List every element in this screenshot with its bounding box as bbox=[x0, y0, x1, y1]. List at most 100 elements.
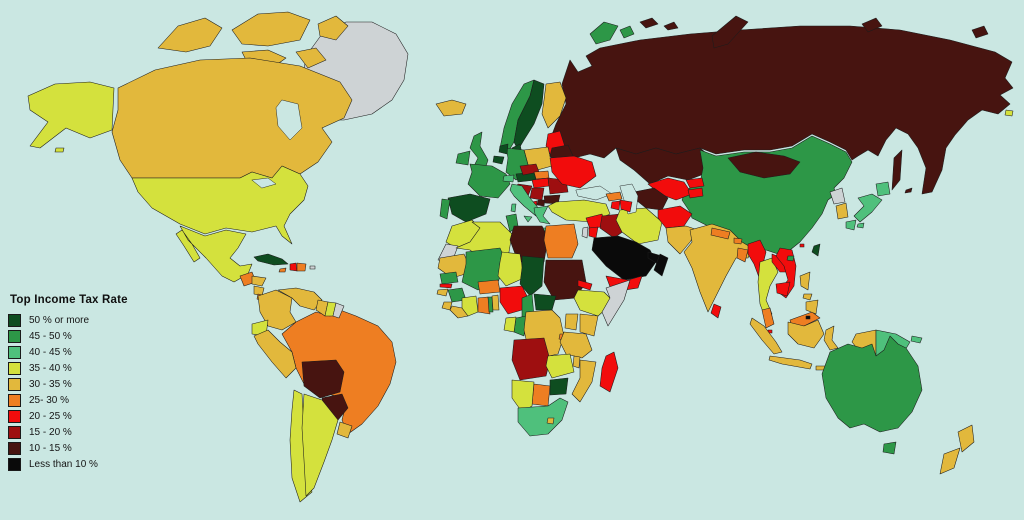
country-haiti bbox=[289, 262, 298, 272]
country-nepal bbox=[710, 227, 731, 240]
legend-items: 50 % or more 45 - 50 % 40 - 45 % 35 - 40 % 3… bbox=[8, 313, 158, 472]
legend-item-b10: 10 - 15 % bbox=[8, 441, 158, 456]
country-serbia bbox=[529, 187, 545, 201]
legend-item-label: 40 - 45 % bbox=[29, 347, 72, 358]
country-gabon bbox=[503, 316, 517, 333]
country-hungary bbox=[531, 177, 550, 189]
country-mauritania bbox=[437, 253, 473, 279]
country-zambia bbox=[545, 353, 575, 379]
legend-item-b0: Less than 10 % bbox=[8, 457, 158, 472]
country-spain bbox=[447, 193, 491, 223]
country-jamaica bbox=[278, 267, 287, 273]
legend-swatch bbox=[8, 410, 21, 423]
country-iceland bbox=[435, 99, 467, 117]
country-mongolia bbox=[727, 151, 801, 179]
legend-swatch bbox=[8, 346, 21, 359]
country-guinea-bissau bbox=[436, 288, 449, 297]
country-north-korea bbox=[829, 187, 846, 205]
country-philippines bbox=[799, 271, 819, 315]
country-netherlands bbox=[498, 143, 509, 155]
country-french-guiana bbox=[332, 302, 345, 319]
country-ukraine bbox=[549, 155, 597, 189]
country-saudi-arabia bbox=[591, 235, 657, 281]
country-oman bbox=[653, 253, 669, 277]
country-alaska bbox=[27, 81, 1014, 153]
legend-item-label: 15 - 20 % bbox=[29, 427, 72, 438]
country-hong-kong bbox=[799, 243, 805, 248]
country-burkina-faso bbox=[477, 279, 501, 295]
country-belgium bbox=[492, 155, 505, 165]
country-peru bbox=[253, 329, 297, 379]
country-new-zealand bbox=[939, 424, 975, 475]
country-france bbox=[467, 163, 511, 199]
country-malawi bbox=[572, 355, 581, 369]
country-canada bbox=[111, 57, 353, 179]
country-slovakia bbox=[533, 170, 550, 180]
country-dominican-republic bbox=[296, 262, 307, 272]
country-benin bbox=[491, 294, 500, 311]
legend-swatch bbox=[8, 394, 21, 407]
country-puerto-rico bbox=[309, 265, 316, 270]
legend-swatch bbox=[8, 426, 21, 439]
great-lakes bbox=[251, 177, 277, 189]
legend-swatch bbox=[8, 378, 21, 391]
country-honduras bbox=[251, 275, 267, 287]
legend-item-label: 50 % or more bbox=[29, 315, 90, 326]
legend-item-label: 25- 30 % bbox=[29, 395, 70, 406]
country-cuba bbox=[253, 253, 289, 266]
country-togo bbox=[487, 296, 494, 313]
country-sri-lanka bbox=[710, 303, 722, 319]
legend-item-label: 35 - 40 % bbox=[29, 363, 72, 374]
country-madagascar bbox=[599, 351, 619, 393]
legend-title: Top Income Tax Rate bbox=[10, 294, 128, 306]
legend-item-label: Less than 10 % bbox=[29, 459, 98, 470]
country-tajikistan bbox=[687, 187, 704, 199]
legend-item-b35: 35 - 40 % bbox=[8, 361, 158, 376]
country-libya bbox=[509, 225, 549, 263]
country-bhutan bbox=[733, 237, 743, 245]
country-svalbard bbox=[589, 21, 635, 45]
country-mexico bbox=[175, 225, 253, 283]
legend-item-label: 10 - 15 % bbox=[29, 443, 72, 454]
legend-swatch bbox=[8, 330, 21, 343]
country-china bbox=[681, 135, 853, 255]
country-tasmania bbox=[882, 441, 897, 455]
country-taiwan bbox=[811, 243, 821, 257]
country-israel bbox=[581, 226, 589, 239]
country-kyrgyzstan bbox=[685, 177, 705, 189]
legend-item-b50: 50 % or more bbox=[8, 313, 158, 328]
country-iran bbox=[615, 207, 663, 245]
country-australia bbox=[821, 335, 923, 433]
country-kurils bbox=[904, 187, 913, 194]
country-brunei bbox=[805, 315, 811, 320]
country-mozambique bbox=[571, 359, 597, 403]
country-liberia bbox=[449, 305, 469, 319]
country-india bbox=[683, 223, 753, 313]
country-novaya-zemlya bbox=[711, 15, 749, 49]
country-canadian-arctic bbox=[157, 11, 349, 69]
country-armenia bbox=[610, 200, 621, 211]
legend-item-b45: 45 - 50 % bbox=[8, 329, 158, 344]
country-japan bbox=[845, 181, 891, 231]
legend-item-b40: 40 - 45 % bbox=[8, 345, 158, 360]
country-tanzania bbox=[559, 331, 593, 359]
country-egypt bbox=[543, 223, 579, 259]
country-uruguay bbox=[336, 421, 353, 439]
legend-swatch bbox=[8, 314, 21, 327]
country-argentina bbox=[301, 393, 339, 497]
country-switzerland bbox=[502, 174, 515, 183]
country-finland bbox=[541, 81, 567, 129]
country-franz-josef bbox=[639, 17, 679, 31]
legend-item-label: 45 - 50 % bbox=[29, 331, 72, 342]
country-hainan bbox=[786, 255, 795, 262]
country-pakistan bbox=[665, 225, 699, 255]
hudson-bay bbox=[275, 99, 303, 141]
country-central-african-republic bbox=[533, 293, 557, 311]
legend-item-b15: 15 - 20 % bbox=[8, 425, 158, 440]
country-portugal bbox=[439, 198, 451, 220]
legend-swatch bbox=[8, 458, 21, 471]
legend-item-b20: 20 - 25 % bbox=[8, 409, 158, 424]
country-south-africa bbox=[517, 397, 569, 437]
country-azerbaijan bbox=[619, 199, 633, 213]
